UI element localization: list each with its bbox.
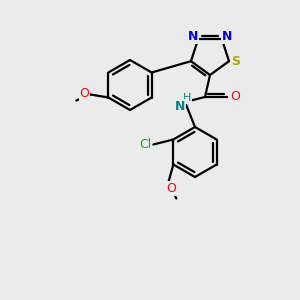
Text: Cl: Cl <box>139 138 152 151</box>
Text: H: H <box>183 93 191 103</box>
Text: N: N <box>175 100 185 112</box>
Text: O: O <box>80 87 89 100</box>
Text: O: O <box>167 182 176 195</box>
Text: N: N <box>222 30 232 43</box>
Text: S: S <box>232 55 241 68</box>
Text: N: N <box>188 30 198 43</box>
Text: O: O <box>230 91 240 103</box>
